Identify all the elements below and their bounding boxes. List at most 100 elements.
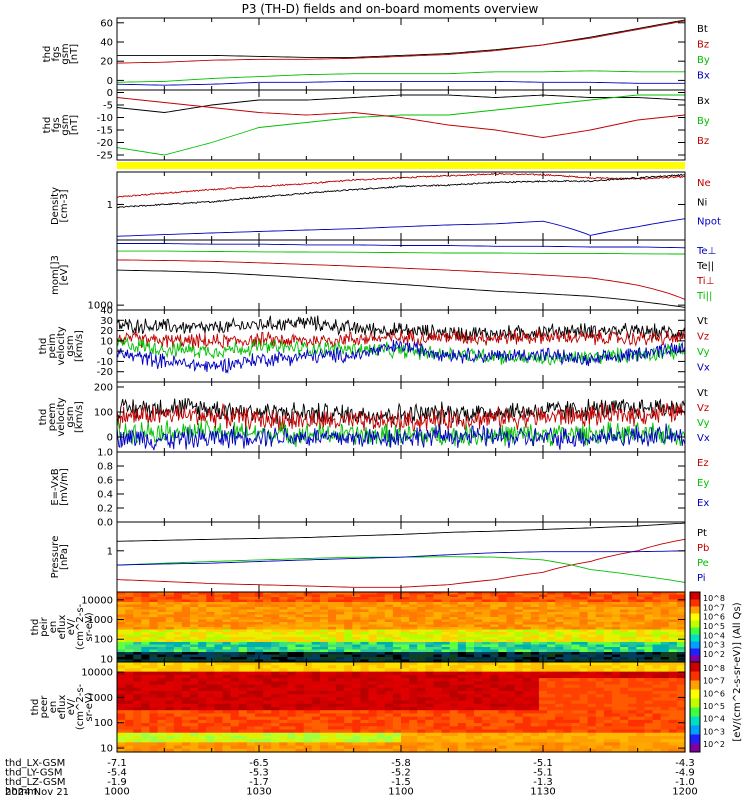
spectrogram-cell	[352, 719, 362, 724]
spectrogram-cell	[401, 710, 410, 715]
spectrogram-cell	[555, 614, 564, 618]
spectrogram-cell	[611, 697, 621, 702]
spectrogram-cell	[571, 700, 581, 705]
spectrogram-cell	[628, 690, 637, 695]
spectrogram-cell	[157, 707, 167, 711]
spectrogram-cell	[595, 726, 605, 731]
spectrogram-cell	[327, 629, 337, 633]
spectrogram-cell	[620, 681, 629, 686]
spectrogram-cell	[198, 687, 207, 692]
spectrogram-cell	[360, 612, 370, 616]
spectrogram-cell	[490, 632, 499, 636]
spectrogram-cell	[246, 634, 256, 638]
colorbar-segment	[690, 743, 700, 753]
spectrogram-cell	[595, 681, 605, 686]
spectrogram-cell	[263, 674, 272, 679]
spectrogram-cell	[376, 668, 386, 673]
spectrogram-cell	[571, 745, 581, 750]
spectrogram-cell	[352, 614, 362, 618]
colorbar-tick-label: 10^6	[703, 689, 725, 698]
spectrogram-cell	[457, 614, 467, 618]
spectrogram-cell	[579, 707, 589, 711]
spectrogram-cell	[636, 662, 646, 666]
spectrogram-cell	[611, 612, 621, 616]
spectrogram-cell	[482, 742, 491, 747]
spectrogram-cell	[344, 657, 353, 661]
spectrogram-cell	[433, 619, 443, 623]
spectrogram-cell	[246, 644, 256, 648]
spectrogram-cell	[644, 735, 654, 740]
spectrogram-cell	[319, 681, 329, 686]
spectrogram-cell	[660, 732, 670, 737]
y-tick-label: -15	[97, 126, 113, 137]
spectrogram-cell	[327, 726, 337, 731]
spectrogram-cell	[547, 629, 556, 633]
spectrogram-cell	[465, 703, 475, 708]
spectrogram-cell	[384, 627, 394, 631]
spectrogram-cell	[482, 634, 491, 638]
spectrogram-cell	[360, 634, 370, 638]
colorbar-tick-label: 10^5	[703, 702, 725, 711]
spectrogram-cell	[125, 652, 134, 656]
spectrogram-cell	[319, 726, 329, 731]
spectrogram-cell	[530, 662, 540, 666]
spectrogram-cell	[368, 609, 378, 613]
spectrogram-cell	[165, 637, 175, 641]
spectrogram-cell	[644, 629, 654, 633]
spectrogram-cell	[474, 668, 483, 673]
spectrogram-cell	[190, 742, 199, 747]
spectrogram-cell	[206, 707, 215, 711]
spectrogram-cell	[157, 700, 167, 705]
spectrogram-cell	[514, 690, 524, 695]
spectrogram-cell	[457, 735, 467, 740]
spectrogram-cell	[246, 668, 256, 673]
spectrogram-cell	[636, 602, 646, 606]
spectrogram-cell	[230, 612, 240, 616]
spectrogram-cell	[547, 609, 556, 613]
spectrogram-cell	[230, 624, 240, 628]
colorbar-tick-label: 10^2	[703, 650, 725, 659]
spectrogram-cell	[530, 604, 540, 608]
spectrogram-cell	[279, 637, 288, 641]
spectrogram-cell	[425, 627, 435, 631]
spectrogram-cell	[238, 647, 248, 651]
spectrogram-cell	[181, 604, 191, 608]
spectrogram-cell	[384, 713, 394, 718]
spectrogram-cell	[587, 614, 597, 618]
spectrogram-cell	[246, 654, 256, 658]
spectrogram-cell	[433, 607, 443, 611]
spectrogram-cell	[676, 690, 686, 695]
spectrogram-cell	[417, 662, 426, 666]
spectrogram-cell	[538, 671, 548, 676]
spectrogram-cell	[490, 627, 499, 631]
spectrogram-cell	[514, 697, 524, 702]
spectrogram-cell	[157, 742, 167, 747]
spectrogram-cell	[474, 627, 483, 631]
spectrogram-cell	[157, 674, 167, 679]
spectrogram-cell	[522, 703, 532, 708]
spectrogram-cell	[603, 700, 613, 705]
spectrogram-cell	[254, 632, 264, 636]
spectrogram-cell	[595, 597, 605, 601]
spectrogram-cell	[230, 713, 240, 718]
spectrogram-cell	[644, 671, 654, 676]
legend-entry: Ti⊥	[696, 276, 714, 287]
spectrogram-cell	[190, 710, 199, 715]
spectrogram-cell	[547, 716, 556, 721]
spectrogram-cell	[133, 716, 142, 721]
spectrogram-cell	[384, 619, 394, 623]
spectrogram-cell	[457, 637, 467, 641]
spectrogram-cell	[230, 723, 240, 727]
spectrogram-cell	[474, 713, 483, 718]
spectrogram-cell	[125, 617, 134, 621]
spectrogram-cell	[344, 719, 353, 724]
spectrogram-cell	[530, 634, 540, 638]
spectrogram-cell	[327, 665, 337, 670]
spectrogram-cell	[425, 634, 435, 638]
spectrogram-cell	[401, 599, 410, 603]
spectrogram-cell	[603, 649, 613, 653]
spectrogram-cell	[676, 742, 686, 747]
spectrogram-cell	[425, 657, 435, 661]
spectrogram-cell	[279, 745, 288, 750]
